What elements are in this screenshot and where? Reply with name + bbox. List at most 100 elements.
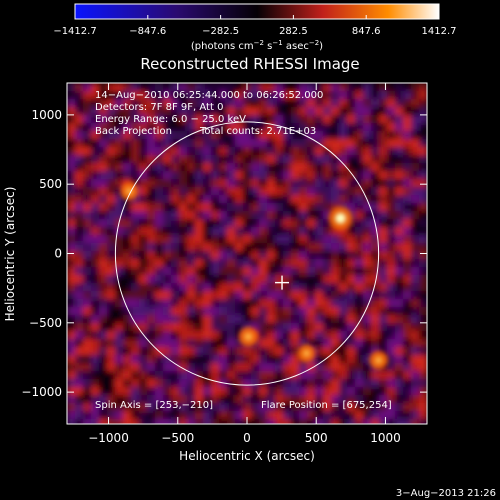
heatmap-cell [411, 171, 420, 180]
heatmap-cell [139, 83, 148, 92]
heatmap-cell [243, 179, 252, 188]
heatmap-cell [99, 259, 108, 268]
heatmap-cell [131, 83, 140, 92]
heatmap-cell [203, 131, 212, 140]
heatmap-cell [371, 259, 380, 268]
heatmap-cell [307, 147, 316, 156]
heatmap-cell [411, 243, 420, 252]
heatmap-cell [83, 107, 92, 116]
heatmap-cell [227, 139, 236, 148]
heatmap-cell [107, 259, 116, 268]
heatmap-cell [267, 243, 276, 252]
heatmap-cell [107, 315, 116, 324]
heatmap-cell [419, 227, 427, 236]
heatmap-cell [139, 283, 148, 292]
heatmap-cell [339, 267, 348, 276]
heatmap-cell [315, 163, 324, 172]
heatmap-cell [83, 315, 92, 324]
energy-range-text: Energy Range: 6.0 − 25.0 keV [95, 114, 246, 125]
heatmap-cell [395, 243, 404, 252]
heatmap-cell [203, 371, 212, 380]
heatmap-cell [211, 331, 220, 340]
heatmap-cell [219, 411, 228, 420]
heatmap-cell [379, 395, 388, 404]
heatmap-cell [219, 347, 228, 356]
heatmap-cell [403, 395, 412, 404]
heatmap-cell [107, 139, 116, 148]
heatmap-cell [347, 179, 356, 188]
heatmap-cell [83, 331, 92, 340]
heatmap-cell [251, 107, 260, 116]
heatmap-cell [155, 107, 164, 116]
heatmap-cell [67, 219, 76, 228]
heatmap-cell [187, 187, 196, 196]
heatmap-cell [179, 355, 188, 364]
heatmap-cell [323, 347, 332, 356]
heatmap-cell [187, 91, 196, 100]
heatmap-cell [403, 403, 412, 412]
heatmap-cell [83, 339, 92, 348]
heatmap-cell [267, 371, 276, 380]
heatmap-cell [259, 323, 268, 332]
heatmap-cell [411, 411, 420, 420]
heatmap-cell [331, 99, 340, 108]
heatmap-cell [259, 299, 268, 308]
heatmap-cell [147, 347, 156, 356]
heatmap-cell [243, 283, 252, 292]
heatmap-cell [379, 331, 388, 340]
heatmap-cell [107, 171, 116, 180]
heatmap-cell [267, 291, 276, 300]
heatmap-cell [339, 147, 348, 156]
heatmap-cell [131, 243, 140, 252]
heatmap-cell [67, 147, 76, 156]
heatmap-cell [403, 347, 412, 356]
heatmap-cell [187, 411, 196, 420]
heatmap-cell [171, 331, 180, 340]
heatmap-cell [395, 83, 404, 92]
heatmap-cell [387, 211, 396, 220]
heatmap-cell [419, 387, 427, 396]
heatmap-cell [67, 291, 76, 300]
heatmap-cell [339, 195, 348, 204]
heatmap-cell [355, 163, 364, 172]
heatmap-cell [419, 283, 427, 292]
heatmap-cell [387, 371, 396, 380]
heatmap-cell [347, 323, 356, 332]
heatmap-cell [203, 195, 212, 204]
heatmap-cell [315, 123, 324, 132]
heatmap-cell [347, 347, 356, 356]
heatmap-cell [219, 147, 228, 156]
heatmap-cell [411, 299, 420, 308]
heatmap-cell [315, 339, 324, 348]
heatmap-cell [171, 83, 180, 92]
heatmap-cell [323, 211, 332, 220]
heatmap-cell [107, 283, 116, 292]
heatmap-cell [283, 291, 292, 300]
heatmap-cell [315, 259, 324, 268]
heatmap-cell [155, 131, 164, 140]
heatmap-cell [331, 315, 340, 324]
heatmap-cell [275, 331, 284, 340]
heatmap-cell [219, 371, 228, 380]
heatmap-cell [395, 251, 404, 260]
solar-limb-circle [114, 121, 380, 386]
heatmap-cell [267, 283, 276, 292]
heatmap-cell [403, 387, 412, 396]
heatmap-cell [275, 179, 284, 188]
heatmap-cell [331, 123, 340, 132]
heatmap-cell [91, 123, 100, 132]
heatmap-cell [115, 411, 124, 420]
heatmap-cell [419, 355, 427, 364]
heatmap-cell [307, 155, 316, 164]
heatmap-cell [139, 291, 148, 300]
heatmap-cell [211, 227, 220, 236]
heatmap-cell [123, 91, 132, 100]
heatmap-cell [67, 123, 76, 132]
heatmap-cell [395, 411, 404, 420]
heatmap-cell [187, 419, 196, 424]
heatmap-cell [291, 339, 300, 348]
heatmap-cell [275, 203, 284, 212]
heatmap-cell [411, 163, 420, 172]
heatmap-cell [155, 339, 164, 348]
heatmap-cell [315, 251, 324, 260]
